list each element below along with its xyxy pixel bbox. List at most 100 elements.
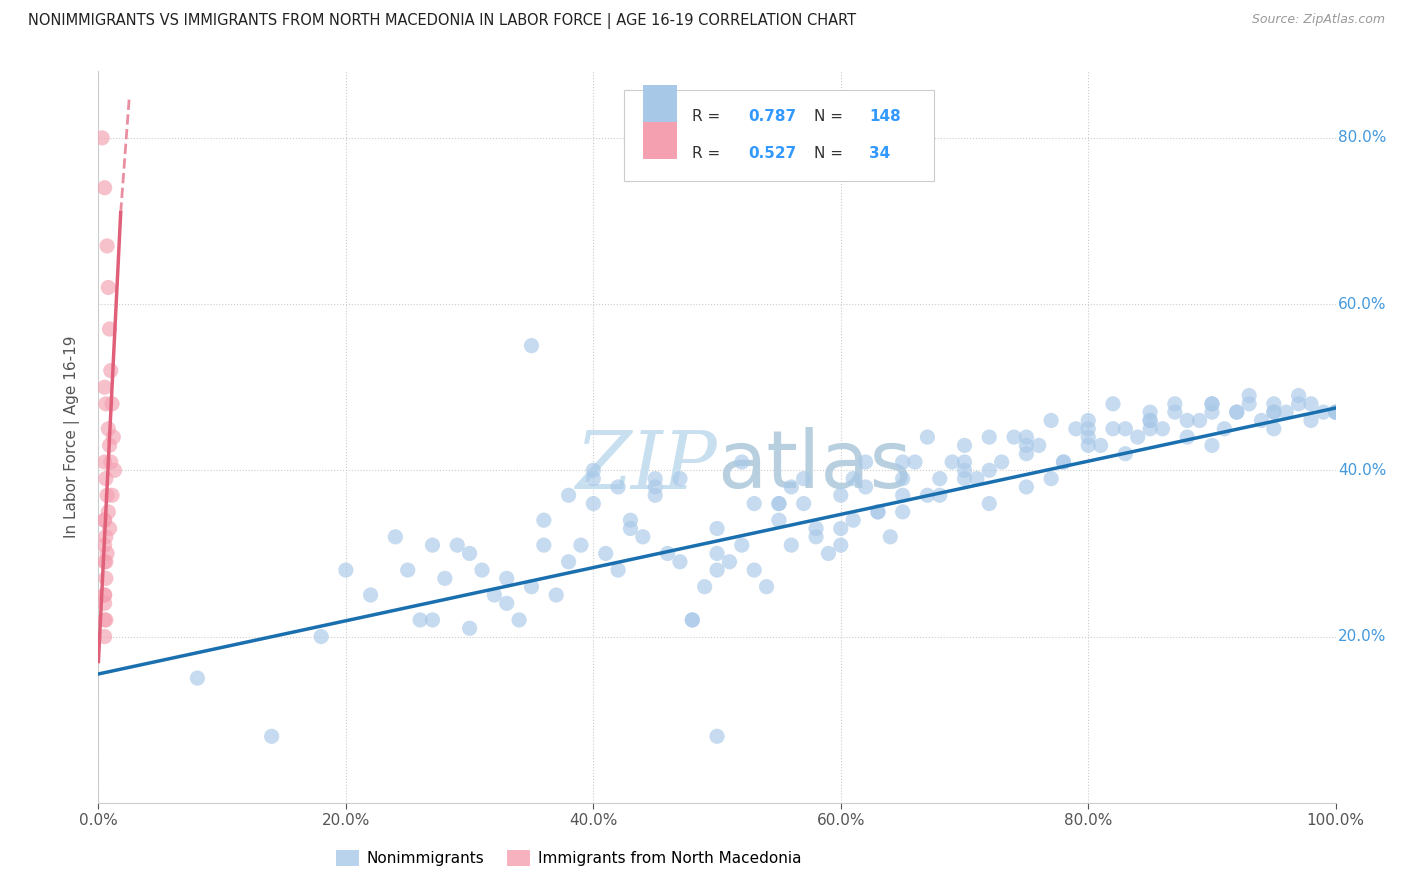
Point: [1250, 413, 1272, 427]
Point: [396, 563, 419, 577]
Point: [830, 521, 852, 535]
Point: [1213, 422, 1236, 436]
Point: [1028, 438, 1050, 452]
Point: [706, 521, 728, 535]
Text: 148: 148: [869, 110, 901, 124]
Point: [508, 613, 530, 627]
Point: [1188, 413, 1211, 427]
Point: [98, 322, 121, 336]
Point: [1040, 413, 1063, 427]
Point: [595, 546, 617, 560]
Point: [582, 497, 605, 511]
Point: [979, 430, 1001, 444]
Point: [1312, 405, 1334, 419]
Point: [1263, 405, 1285, 419]
Point: [93, 588, 115, 602]
Point: [855, 455, 877, 469]
Point: [1299, 413, 1322, 427]
Point: [495, 596, 517, 610]
Point: [979, 497, 1001, 511]
Text: 34: 34: [869, 146, 890, 161]
Point: [768, 497, 790, 511]
Point: [360, 588, 382, 602]
Point: [93, 180, 115, 194]
Point: [742, 563, 765, 577]
Point: [1275, 405, 1298, 419]
Point: [607, 563, 630, 577]
Point: [93, 513, 115, 527]
Point: [866, 505, 889, 519]
Point: [917, 488, 939, 502]
FancyBboxPatch shape: [643, 85, 678, 122]
Point: [101, 488, 124, 502]
Point: [93, 588, 115, 602]
Text: 80.0%: 80.0%: [1339, 130, 1386, 145]
Point: [1077, 422, 1099, 436]
Point: [96, 239, 118, 253]
Text: N =: N =: [814, 146, 848, 161]
Point: [1288, 388, 1310, 402]
Point: [1324, 405, 1347, 419]
Point: [953, 472, 976, 486]
Point: [97, 280, 120, 294]
Point: [93, 455, 115, 469]
Point: [1324, 405, 1347, 419]
Point: [706, 729, 728, 743]
Point: [780, 480, 803, 494]
Point: [891, 472, 914, 486]
Text: 60.0%: 60.0%: [1339, 297, 1386, 311]
Point: [1102, 422, 1125, 436]
Point: [1201, 397, 1223, 411]
Point: [1139, 413, 1161, 427]
Point: [97, 422, 120, 436]
Point: [1126, 430, 1149, 444]
Point: [533, 538, 555, 552]
Point: [1114, 422, 1136, 436]
Point: [471, 563, 494, 577]
Point: [260, 729, 283, 743]
Point: [93, 380, 115, 394]
Y-axis label: In Labor Force | Age 16-19: In Labor Force | Age 16-19: [65, 335, 80, 539]
Point: [533, 513, 555, 527]
Point: [1077, 438, 1099, 452]
Point: [94, 530, 117, 544]
Point: [990, 455, 1012, 469]
Point: [866, 505, 889, 519]
Point: [1164, 405, 1187, 419]
Point: [681, 613, 703, 627]
Point: [718, 555, 741, 569]
Point: [855, 480, 877, 494]
Text: 0.527: 0.527: [748, 146, 796, 161]
Point: [1052, 455, 1074, 469]
Point: [619, 513, 641, 527]
Point: [669, 555, 692, 569]
Text: 0.787: 0.787: [748, 110, 796, 124]
Point: [433, 571, 456, 585]
Point: [706, 546, 728, 560]
Point: [458, 621, 481, 635]
Point: [93, 596, 115, 610]
Point: [742, 497, 765, 511]
Point: [706, 563, 728, 577]
Text: ZIP: ZIP: [575, 427, 717, 505]
Point: [422, 538, 444, 552]
Text: N =: N =: [814, 110, 848, 124]
Text: 40.0%: 40.0%: [1339, 463, 1386, 478]
Point: [1263, 422, 1285, 436]
Point: [1237, 388, 1260, 402]
Point: [1015, 480, 1038, 494]
Point: [1077, 413, 1099, 427]
Point: [804, 530, 827, 544]
Point: [422, 613, 444, 627]
Point: [458, 546, 481, 560]
Point: [755, 580, 778, 594]
Point: [891, 455, 914, 469]
FancyBboxPatch shape: [624, 90, 934, 181]
Point: [495, 571, 517, 585]
Point: [904, 455, 927, 469]
Point: [557, 488, 579, 502]
Point: [94, 472, 117, 486]
Point: [768, 513, 790, 527]
Point: [1288, 397, 1310, 411]
Point: [891, 505, 914, 519]
